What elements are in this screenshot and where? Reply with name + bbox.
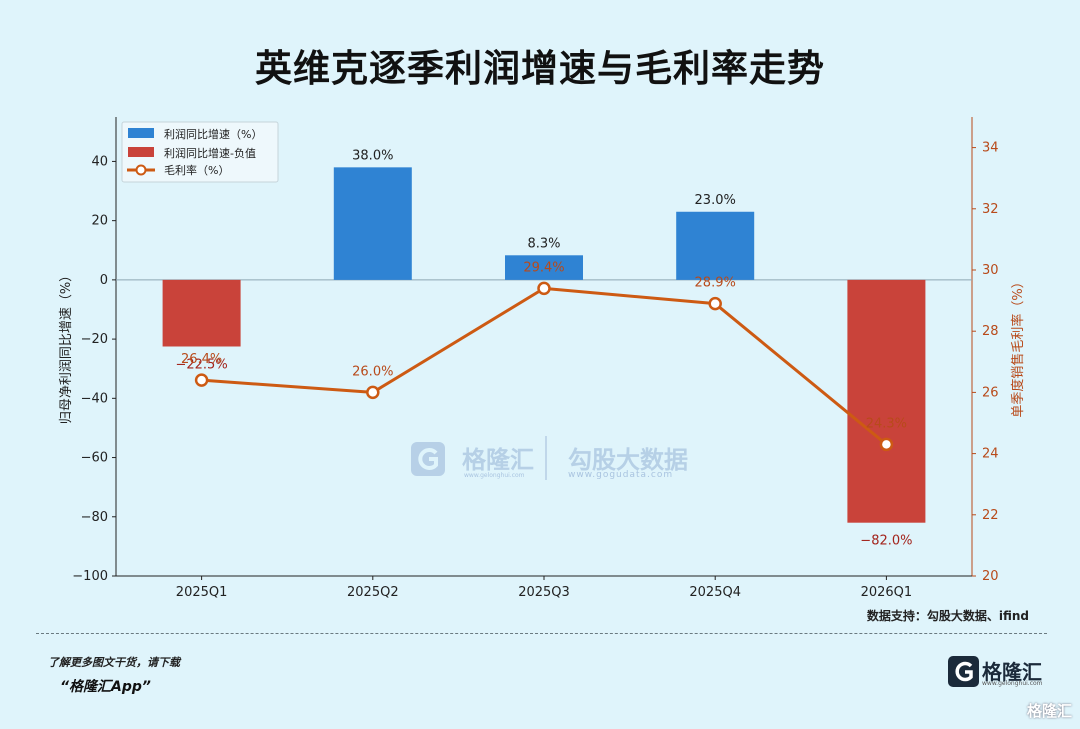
bar-data-label: −22.5% xyxy=(175,358,227,373)
margin-data-label: 24.3% xyxy=(866,416,907,431)
margin-data-label: 26.4% xyxy=(181,352,222,367)
watermark-right-text: 勾股大数据 xyxy=(568,446,688,474)
bar-data-label: 8.3% xyxy=(527,236,560,251)
watermark-divider xyxy=(545,436,547,480)
right-axis-tick-label: 28 xyxy=(982,324,999,339)
legend-swatch-positive xyxy=(128,128,154,138)
bar-data-label: 23.0% xyxy=(695,193,736,208)
bar-positive xyxy=(505,255,583,280)
legend-label-positive: 利润同比增速（%） xyxy=(164,127,262,141)
logo-g-icon xyxy=(948,656,979,687)
logo-url: www.gelonghui.com xyxy=(982,680,1043,687)
promo-app-name: “格隆汇App” xyxy=(60,679,151,695)
legend-label-negative: 利润同比增速-负值 xyxy=(164,146,256,160)
x-axis-tick-label: 2025Q3 xyxy=(518,585,570,600)
bar-negative xyxy=(847,279,926,523)
right-axis-tick-label: 34 xyxy=(982,141,999,156)
legend-label-line: 毛利率（%） xyxy=(164,163,229,177)
left-axis-tick-label: −40 xyxy=(81,391,108,406)
bar-data-label: 38.0% xyxy=(352,148,393,163)
margin-data-label: 29.4% xyxy=(523,260,564,275)
x-axis-tick-label: 2025Q2 xyxy=(347,585,399,600)
margin-point xyxy=(879,437,894,452)
data-source: 数据支持：勾股大数据、ifind xyxy=(866,609,1029,623)
right-axis-tick-label: 24 xyxy=(982,447,999,462)
margin-point xyxy=(366,385,380,400)
left-axis-tick-label: −80 xyxy=(81,510,108,525)
footer-divider xyxy=(36,633,1047,634)
x-axis-tick-label: 2025Q4 xyxy=(689,585,741,600)
left-axis-tick-label: 0 xyxy=(100,273,108,288)
promo-text: 了解更多图文干货，请下载 xyxy=(48,656,180,669)
gelonghui-watermark-icon xyxy=(410,441,446,481)
margin-line xyxy=(201,286,888,446)
bar-positive xyxy=(676,211,755,280)
margin-data-label: 28.9% xyxy=(695,276,736,291)
legend-swatch-negative xyxy=(128,147,154,157)
right-axis-title: 单季度销售毛利率（%） xyxy=(1010,275,1026,417)
corner-watermark: 格隆汇 xyxy=(1026,702,1072,720)
left-axis-tick-label: −100 xyxy=(72,569,108,584)
bar-positive xyxy=(333,167,412,280)
margin-point xyxy=(708,296,722,311)
margin-data-label: 26.0% xyxy=(352,364,393,379)
watermark-right-url: www.gogudata.com xyxy=(568,470,674,480)
x-axis-tick-label: 2025Q1 xyxy=(176,585,228,600)
right-axis-tick-label: 22 xyxy=(982,508,999,523)
legend-swatch-marker xyxy=(135,164,147,176)
left-axis-tick-label: 40 xyxy=(91,154,108,169)
left-axis-tick-label: −20 xyxy=(81,332,108,347)
logo-name: 格隆汇 xyxy=(982,660,1042,684)
right-axis-tick-label: 30 xyxy=(982,263,999,278)
bar-negative xyxy=(162,279,241,347)
watermark-left-text: 格隆汇 xyxy=(462,446,534,474)
margin-point xyxy=(537,281,551,296)
right-axis-tick-label: 20 xyxy=(982,569,999,584)
x-axis-tick-label: 2026Q1 xyxy=(861,585,913,600)
right-axis-tick-label: 26 xyxy=(982,385,999,400)
bar-data-label: −82.0% xyxy=(860,534,912,549)
left-axis-tick-label: −60 xyxy=(81,451,108,466)
watermark-left-url: www.gelonghui.com xyxy=(464,472,525,479)
gelonghui-logo: 格隆汇 www.gelonghui.com xyxy=(948,656,1048,688)
legend-box xyxy=(121,121,279,183)
left-axis-title: 归母净利润同比增速（%） xyxy=(59,269,74,424)
margin-point xyxy=(194,373,209,387)
chart-title: 英维克逐季利润增速与毛利率走势 xyxy=(255,47,825,90)
right-axis-tick-label: 32 xyxy=(982,202,999,217)
left-axis-tick-label: 20 xyxy=(91,214,108,229)
